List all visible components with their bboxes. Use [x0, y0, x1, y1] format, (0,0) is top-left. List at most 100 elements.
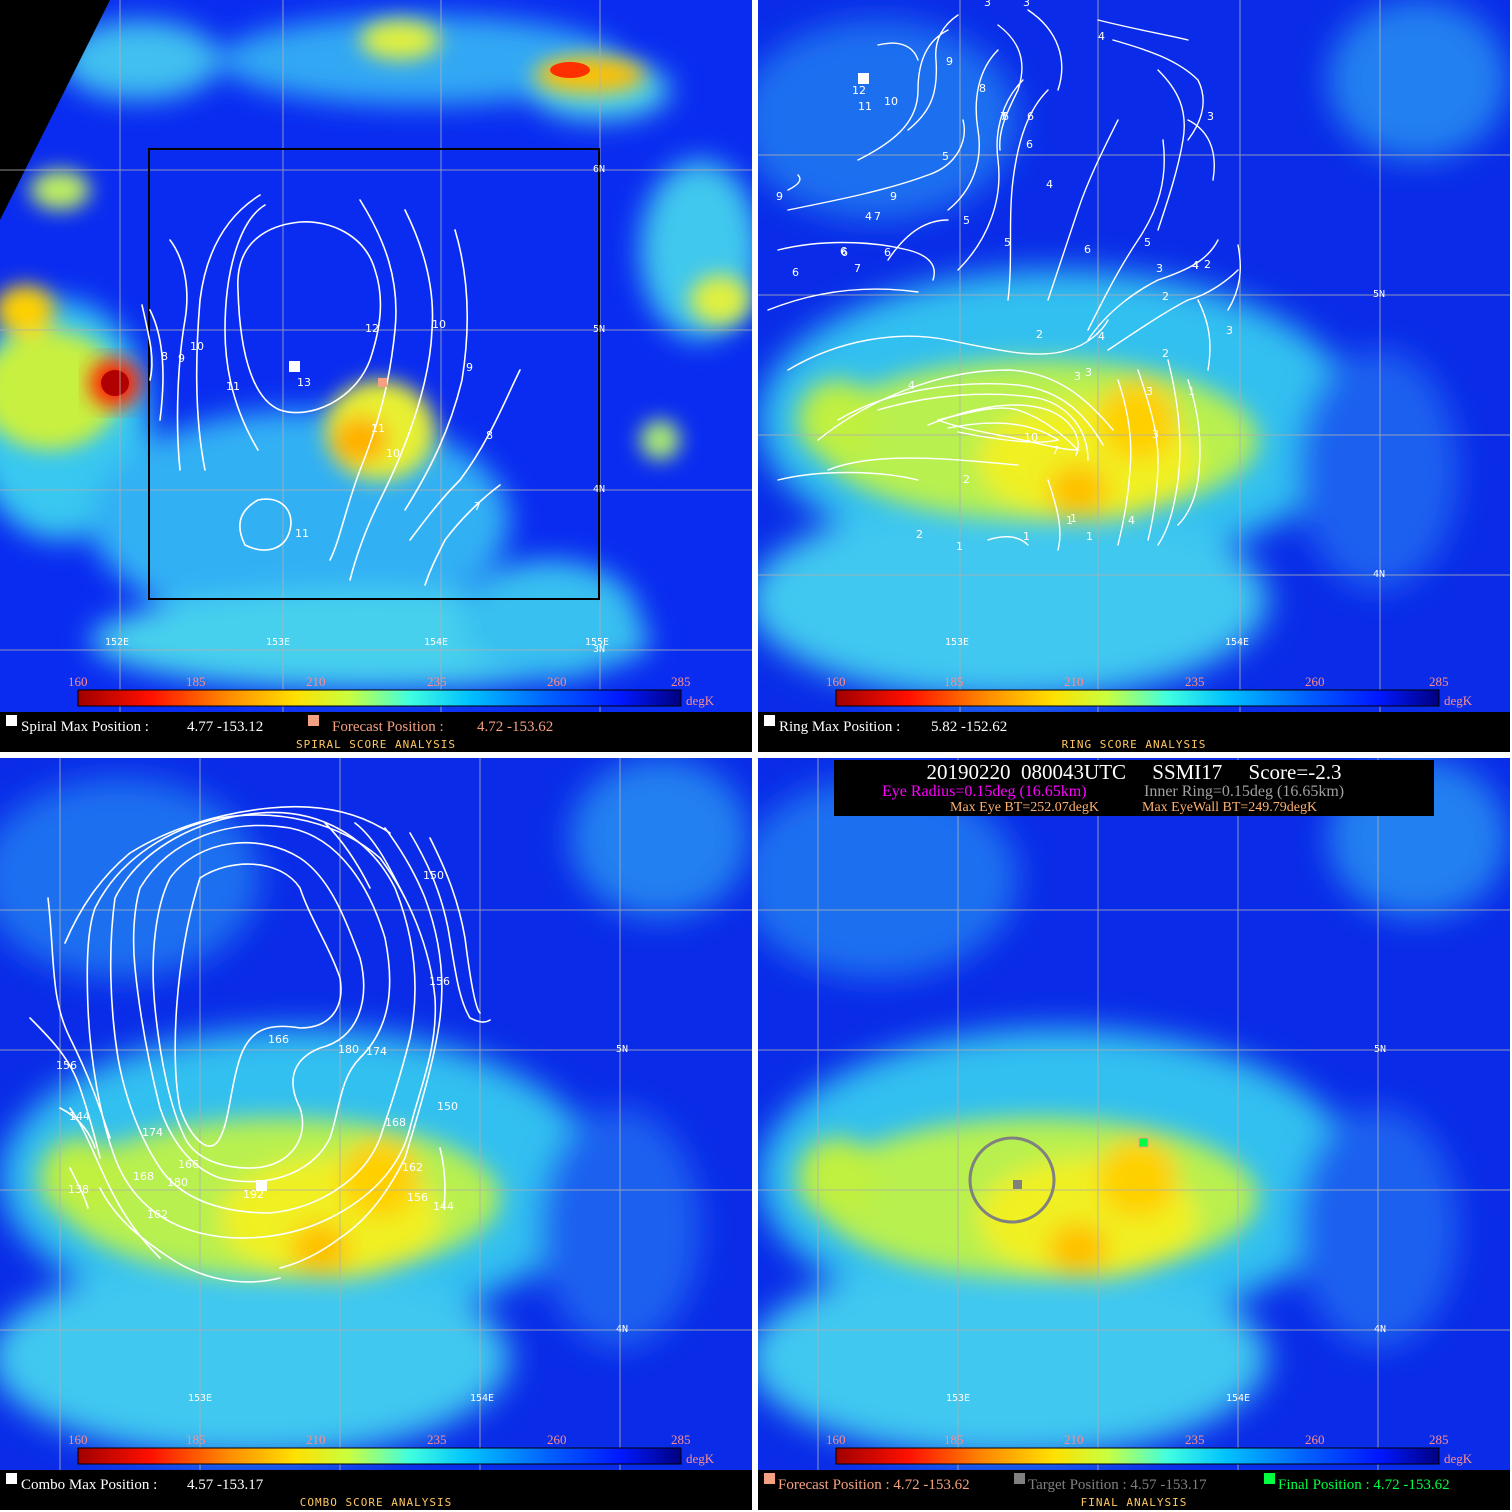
contour-label: 2 [1204, 258, 1211, 271]
lat-label: 4N [616, 1324, 628, 1335]
combo-score-map: 150 156 166 180 174 156 150 144 174 168 166 180 192 1… [0, 758, 752, 1470]
contour-label: 180 [167, 1176, 188, 1189]
contour-label: 192 [243, 1188, 264, 1201]
ring-score-panel: 12 11 10 9 8 7 6 6 6 7 6 5 4 3 3 4 3 9 9 7 6 6 6 5 5 4 4 2 2 3 3 4 6 5 4 2 3… [758, 0, 1510, 752]
contour-label: 1 [1023, 530, 1030, 543]
contour-label: 4 [1046, 178, 1053, 191]
contour-label: 4 [908, 379, 915, 392]
analysis-info-box: 20190220 080043UTC SSMI17 Score=-2.3 Eye… [834, 760, 1434, 816]
spiral-max-value: 4.77 -153.12 [187, 719, 264, 735]
contour-label: 3 [1146, 385, 1153, 398]
contour-label: 11 [858, 100, 872, 113]
colorbar-tick: 160 [826, 1432, 846, 1447]
lat-label: 4N [593, 484, 605, 495]
colorbar-tick: 260 [1305, 1432, 1325, 1447]
contour-label: 8 [486, 429, 493, 442]
max-eyewall-bt-text: Max EyeWall BT=249.79degK [1142, 800, 1318, 815]
contour-label: 5 [1004, 236, 1011, 249]
lon-label: 152E [105, 637, 129, 648]
forecast-value: 4.72 -153.62 [477, 719, 554, 735]
contour-label: 7 [1000, 110, 1007, 123]
colorbar-unit: degK [686, 1451, 715, 1466]
contour-label: 10 [190, 340, 204, 353]
colorbar [77, 689, 682, 707]
contour-label: 7 [474, 500, 481, 513]
lon-label: 154E [470, 1393, 494, 1404]
contour-label: 168 [133, 1170, 154, 1183]
spiral-max-legend-square [6, 715, 17, 726]
forecast-label: Forecast Position : [332, 719, 444, 735]
contour-label: 144 [69, 1110, 90, 1123]
contour-label: 2 [1162, 290, 1169, 303]
contour-label: 5 [963, 214, 970, 227]
ring-max-legend-square [764, 715, 775, 726]
forecast-marker [378, 378, 387, 387]
combo-score-panel: 150 156 166 180 174 156 150 144 174 168 166 180 192 1… [0, 758, 752, 1510]
lon-label: 154E [424, 637, 448, 648]
contour-label: 174 [366, 1045, 387, 1058]
contour-label: 8 [161, 350, 168, 363]
combo-max-marker [256, 1180, 267, 1191]
contour-label: 6 [884, 246, 891, 259]
colorbar-tick: 160 [68, 1432, 88, 1447]
contour-label: 2 [916, 528, 923, 541]
colorbar-tick: 235 [427, 1432, 447, 1447]
contour-label: 7 [874, 210, 881, 223]
ring-max-value: 5.82 -152.62 [931, 719, 1008, 735]
lon-label: 154E [1226, 1393, 1250, 1404]
lat-label: 3N [593, 644, 605, 655]
final-footer: Forecast Position : 4.72 -153.62 Target … [758, 1470, 1510, 1510]
contour-label: 3 [1207, 110, 1214, 123]
spiral-max-label: Spiral Max Position : [21, 719, 149, 735]
contour-label: 4 [865, 210, 872, 223]
contour-label: 7 [1052, 444, 1059, 457]
contour-label: 174 [142, 1126, 163, 1139]
ring-footer: Ring Max Position : 5.82 -152.62 RING SC… [758, 712, 1510, 752]
contour-label: 9 [946, 55, 953, 68]
colorbar-tick: 210 [1064, 674, 1084, 689]
colorbar-tick: 210 [1064, 1432, 1084, 1447]
lat-label: 4N [1374, 1324, 1386, 1335]
colorbar-tick: 210 [306, 1432, 326, 1447]
contour-label: 10 [884, 95, 898, 108]
spiral-footer: Spiral Max Position : 4.77 -153.12 Forec… [0, 712, 752, 752]
contour-label: 156 [56, 1059, 77, 1072]
colorbar [835, 1447, 1440, 1465]
target-marker [1013, 1180, 1022, 1189]
final-analysis-panel: 153E 154E 5N 4N 20190220 080043UTC SSMI1… [758, 758, 1510, 1510]
analysis-header: 20190220 080043UTC SSMI17 Score=-2.3 [926, 760, 1342, 784]
final-marker [1138, 1137, 1149, 1148]
colorbar-tick: 210 [306, 674, 326, 689]
lon-label: 153E [266, 637, 290, 648]
contour-label: 1 [1086, 530, 1093, 543]
lon-label: 155E [585, 637, 609, 648]
contour-label: 1 [1070, 512, 1077, 525]
contour-label: 166 [268, 1033, 289, 1046]
contour-label: 8 [979, 82, 986, 95]
colorbar-tick: 235 [427, 674, 447, 689]
contour-label: 1 [1188, 385, 1195, 398]
contour-label: 6 [1027, 110, 1034, 123]
lon-label: 154E [1225, 637, 1249, 648]
combo-max-value: 4.57 -153.17 [187, 1477, 264, 1493]
contour-label: 162 [402, 1161, 423, 1174]
colorbar-tick: 260 [1305, 674, 1325, 689]
contour-label: 9 [890, 190, 897, 203]
contour-label: 3 [1226, 324, 1233, 337]
contour-label: 6 [1084, 243, 1091, 256]
contour-label: 12 [852, 84, 866, 97]
colorbar-tick: 235 [1185, 674, 1205, 689]
colorbar-tick: 285 [671, 674, 691, 689]
colorbar-tick: 235 [1185, 1432, 1205, 1447]
contour-label: 3 [1074, 370, 1081, 383]
contour-label: 10 [386, 447, 400, 460]
contour-label: 3 [1085, 366, 1092, 379]
max-eye-bt-text: Max Eye BT=252.07degK [950, 800, 1100, 815]
contour-label: 4 [1098, 30, 1105, 43]
lat-label: 5N [616, 1044, 628, 1055]
colorbar-tick: 260 [547, 674, 567, 689]
ring-max-label: Ring Max Position : [779, 719, 901, 735]
combo-max-label: Combo Max Position : [21, 1477, 158, 1493]
